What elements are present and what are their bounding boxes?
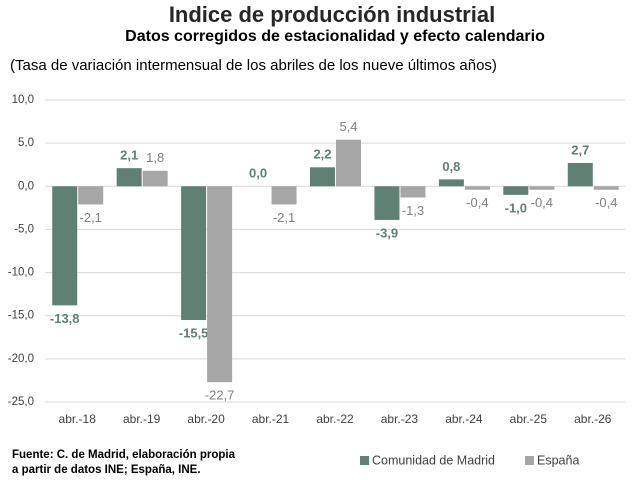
data-label: 0,0 [249,166,267,181]
x-tick-label: abr.-22 [316,412,354,426]
data-label: -1,0 [505,200,527,215]
bar [271,186,297,205]
bar [438,179,464,187]
x-tick-label: abr.-19 [123,412,161,426]
data-label: 0,8 [442,159,460,174]
legend-label: Comunidad de Madrid [372,453,495,467]
data-label: 1,8 [146,150,164,165]
data-label: -2,1 [273,210,295,225]
data-label: 2,7 [571,142,589,157]
y-tick-label: 10,0 [12,94,34,106]
bar [529,186,555,190]
y-tick-label: -10,0 [8,267,34,279]
y-tick-label: -15,0 [8,310,34,322]
bar [464,186,490,190]
bar [78,186,104,205]
bar [181,186,207,321]
data-label: -22,7 [205,388,235,403]
data-label: -2,1 [80,210,102,225]
y-tick-label: 0,0 [18,180,34,192]
chart-note: (Tasa de variación intermensual de los a… [10,57,497,74]
data-label: 2,1 [120,148,138,163]
data-label: -0,4 [531,195,553,210]
x-tick-label: abr.-26 [574,412,612,426]
data-label: -0,4 [595,195,617,210]
bar [310,167,335,187]
data-label: -3,9 [376,225,398,240]
legend-swatch [525,456,534,465]
bar [52,186,78,306]
y-tick-label: -20,0 [8,353,34,365]
bar [374,186,400,220]
source: a partir de datos INE; España, INE. [12,464,201,476]
bar [400,186,426,198]
legend-label: España [537,453,579,467]
source: Fuente: C. de Madrid, elaboración propia [12,449,236,461]
chart-title: Indice de producción industrial [169,2,495,27]
x-tick-label: abr.-20 [187,412,225,426]
data-label: -13,8 [50,311,80,326]
x-tick-label: abr.-21 [252,412,290,426]
data-label: 5,4 [339,119,357,134]
data-label: -0,4 [466,195,488,210]
data-label: -1,3 [402,203,424,218]
bar [503,186,529,195]
x-tick-label: abr.-24 [445,412,483,426]
bar [207,186,233,383]
x-tick-label: abr.-18 [59,412,97,426]
x-tick-label: abr.-25 [510,412,548,426]
y-tick-label: -25,0 [8,396,34,408]
bar [142,170,168,187]
data-label: 2,2 [313,147,331,162]
chart-subtitle: Datos corregidos de estacionalidad y efe… [125,28,545,45]
y-tick-label: -5,0 [14,223,34,235]
bar [336,139,361,187]
bar [116,168,142,187]
bar [567,162,593,187]
legend-swatch [360,456,369,465]
data-label: -15,5 [179,325,209,340]
bar [593,186,619,190]
x-tick-label: abr.-23 [381,412,419,426]
y-tick-label: 5,0 [18,137,34,149]
